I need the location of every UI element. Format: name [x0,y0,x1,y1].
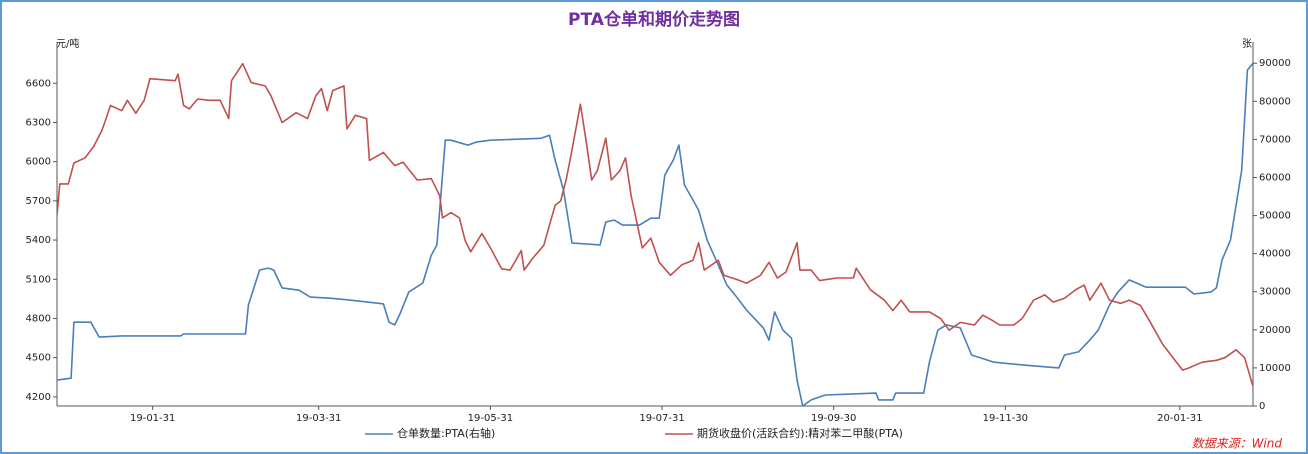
x-tick-label: 19-01-31 [130,413,175,424]
y-tick-label: 6300 [26,117,51,128]
y-tick-label: 5400 [26,235,51,246]
x-tick-label: 19-09-30 [811,413,856,424]
legend-label: 仓单数量:PTA(右轴) [397,426,495,440]
x-tick-label: 19-11-30 [983,413,1028,424]
legend-label: 期货收盘价(活跃合约):精对苯二甲酸(PTA) [697,426,903,440]
y2-tick-label: 50000 [1259,211,1291,222]
y2-tick-label: 0 [1259,401,1265,412]
series-line [57,62,1254,407]
y2-tick-label: 90000 [1259,58,1291,69]
y-tick-label: 6600 [26,78,51,89]
y2-tick-label: 40000 [1259,249,1291,260]
y2-axis-label: 张 [1242,38,1252,50]
y-tick-label: 6000 [26,157,51,168]
y-tick-label: 4200 [26,392,51,403]
x-tick-label: 19-03-31 [296,413,341,424]
x-tick-label: 19-07-31 [639,413,684,424]
source-note: 数据来源：Wind [1192,437,1283,451]
y-tick-label: 5700 [26,196,51,207]
y2-tick-label: 80000 [1259,96,1291,107]
plot-area [57,62,1254,407]
y-tick-label: 4500 [26,353,51,364]
y2-tick-label: 70000 [1259,134,1291,145]
y2-tick-label: 30000 [1259,287,1291,298]
y-tick-label: 5100 [26,274,51,285]
y2-tick-label: 10000 [1259,363,1291,374]
y2-tick-label: 60000 [1259,172,1291,183]
y-tick-label: 4800 [26,313,51,324]
x-tick-label: 19-05-31 [468,413,513,424]
series-line [57,62,1254,387]
x-tick-label: 20-01-31 [1157,413,1202,424]
y-axis-label: 元/吨 [56,37,79,50]
y2-tick-label: 20000 [1259,325,1291,336]
chart-title: PTA仓单和期价走势图 [568,9,740,30]
